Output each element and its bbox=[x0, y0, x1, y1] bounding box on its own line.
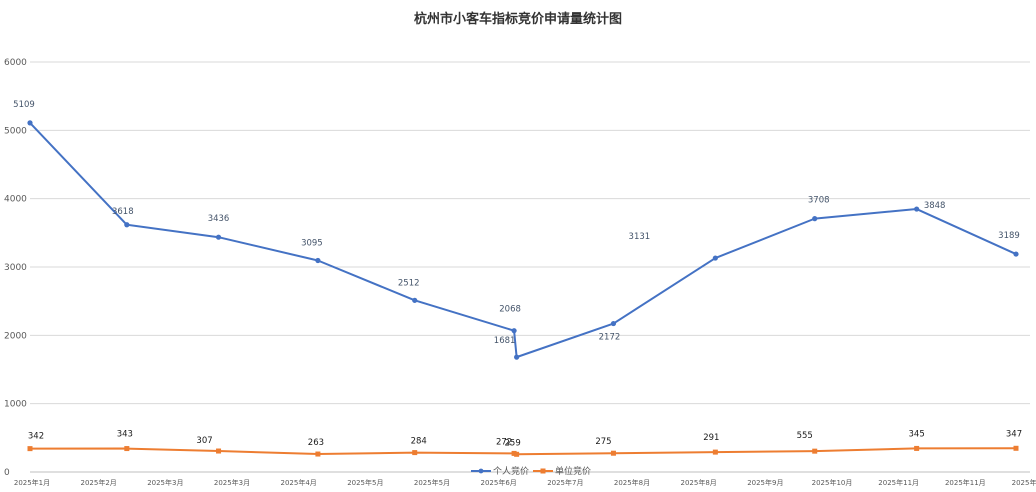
data-label: 3618 bbox=[112, 207, 134, 217]
data-point bbox=[27, 446, 33, 452]
data-point bbox=[914, 206, 920, 212]
x-tick-label: 2025年11月 bbox=[878, 478, 919, 487]
x-tick-label: 2025年2月 bbox=[81, 478, 117, 487]
data-label: 347 bbox=[1006, 429, 1022, 439]
data-point bbox=[216, 448, 222, 454]
x-tick-label: 2025年11月 bbox=[945, 478, 986, 487]
data-label: 3189 bbox=[998, 231, 1020, 241]
data-label: 3131 bbox=[629, 232, 651, 242]
data-point bbox=[511, 328, 517, 334]
data-point bbox=[27, 120, 33, 126]
data-point bbox=[315, 451, 321, 457]
data-label: 3095 bbox=[301, 239, 323, 249]
y-tick-label: 5000 bbox=[4, 126, 27, 136]
data-point bbox=[215, 234, 222, 240]
data-label: 2172 bbox=[599, 333, 621, 343]
data-point bbox=[712, 255, 718, 261]
data-point bbox=[412, 450, 418, 456]
x-tick-label: 2025年6月 bbox=[481, 478, 517, 487]
data-point bbox=[514, 451, 520, 457]
data-point bbox=[914, 445, 920, 451]
series-line bbox=[29, 447, 1017, 456]
data-label: 343 bbox=[117, 430, 133, 440]
y-tick-label: 2000 bbox=[4, 331, 27, 341]
data-label: 284 bbox=[411, 437, 427, 447]
data-point bbox=[315, 257, 321, 264]
data-point bbox=[1013, 445, 1019, 451]
y-tick-label: 1000 bbox=[4, 400, 27, 410]
x-tick-label: 2025年1月 bbox=[14, 478, 50, 487]
legend-label: 个人竞价 bbox=[493, 465, 529, 477]
data-label: 555 bbox=[797, 431, 813, 441]
data-point bbox=[124, 446, 130, 452]
data-point bbox=[412, 297, 418, 303]
legend-marker bbox=[478, 468, 484, 474]
legend-label: 单位竞价 bbox=[555, 465, 591, 477]
data-label: 5109 bbox=[13, 100, 35, 110]
x-tick-label: 2025年8月 bbox=[614, 478, 650, 487]
data-point bbox=[124, 222, 130, 228]
data-label: 342 bbox=[28, 432, 44, 442]
data-label: 2512 bbox=[398, 278, 420, 288]
data-point bbox=[812, 448, 818, 454]
legend-marker bbox=[540, 468, 546, 474]
x-tick-label: 2025年5月 bbox=[414, 478, 450, 487]
x-tick-label: 2025年4月 bbox=[281, 478, 317, 487]
data-label: 275 bbox=[595, 437, 611, 447]
data-point bbox=[812, 216, 818, 222]
data-label: 345 bbox=[909, 429, 925, 439]
data-label: 263 bbox=[308, 438, 324, 448]
data-point bbox=[514, 354, 520, 360]
series-line bbox=[29, 122, 1017, 359]
data-point bbox=[610, 450, 616, 456]
x-tick-label: 2025年9月 bbox=[747, 478, 783, 487]
data-label: 272 bbox=[496, 437, 512, 447]
data-label: 307 bbox=[196, 436, 212, 446]
data-label: 291 bbox=[703, 433, 719, 443]
data-point bbox=[610, 320, 617, 327]
data-label: 2068 bbox=[499, 305, 521, 315]
y-tick-label: 3000 bbox=[4, 263, 27, 273]
chart-title: 杭州市小客车指标竞价申请量统计图 bbox=[413, 12, 622, 27]
data-label: 3848 bbox=[924, 201, 946, 211]
data-label: 3708 bbox=[808, 196, 830, 206]
y-tick-label: 0 bbox=[4, 468, 10, 478]
y-tick-label: 4000 bbox=[4, 195, 27, 205]
data-label: 1681 bbox=[494, 336, 516, 346]
x-tick-label: 2025年8月 bbox=[681, 478, 717, 487]
x-tick-label: 2025年10月 bbox=[812, 478, 853, 487]
data-point bbox=[511, 450, 517, 456]
x-tick-label: 2025年12月 bbox=[1012, 478, 1036, 487]
data-point bbox=[1013, 251, 1019, 257]
data-label: 259 bbox=[505, 438, 521, 448]
y-tick-label: 6000 bbox=[4, 58, 27, 68]
x-tick-label: 2025年5月 bbox=[347, 478, 383, 487]
x-tick-label: 2025年3月 bbox=[147, 478, 183, 487]
x-tick-label: 2025年3月 bbox=[214, 478, 250, 487]
data-label: 3436 bbox=[208, 214, 230, 224]
data-point bbox=[712, 449, 718, 455]
x-tick-label: 2025年7月 bbox=[547, 478, 583, 487]
